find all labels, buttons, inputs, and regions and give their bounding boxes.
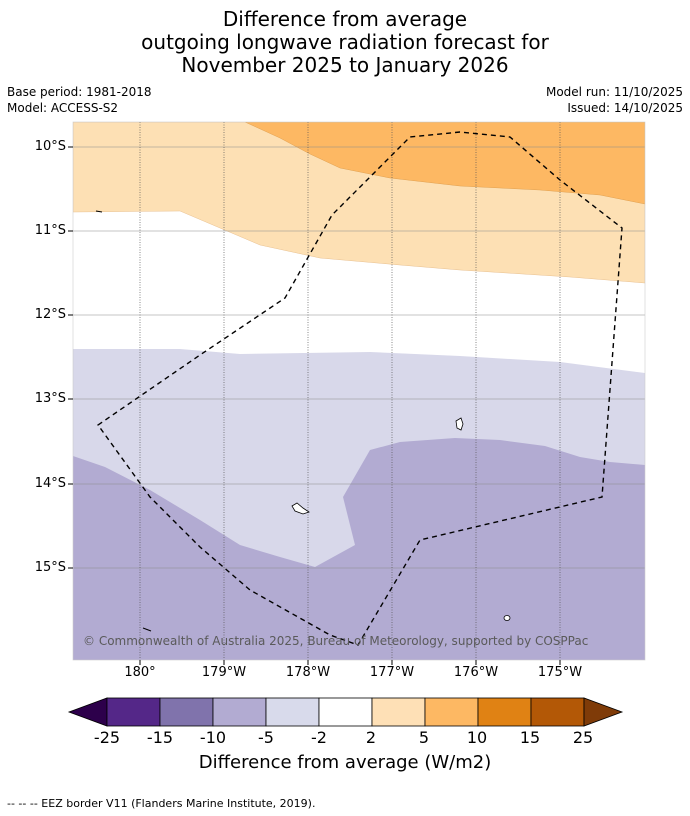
- colorbar-swatch-8: [477, 697, 532, 727]
- lon-label-175w: 175°W: [537, 665, 583, 680]
- island-wallis: [291, 502, 310, 515]
- lat-ticks: [68, 146, 73, 569]
- lon-label-180: 180°: [124, 665, 156, 680]
- meta-left: Base period: 1981-2018 Model: ACCESS-S2: [7, 84, 152, 116]
- cbar-tick-7: 10: [466, 728, 488, 747]
- title-line-1: Difference from average: [222, 7, 468, 31]
- colorbar-extend-high: [583, 697, 624, 727]
- cbar-tick-9: 25: [572, 728, 594, 747]
- chart-title: Difference from average outgoing longwav…: [0, 8, 690, 77]
- lat-gridlines: [73, 146, 645, 569]
- colorbar-swatch-4: [265, 697, 320, 727]
- meta-right: Model run: 11/10/2025 Issued: 14/10/2025: [546, 84, 683, 116]
- colorbar-swatch-2: [159, 697, 214, 727]
- cbar-tick-3: -5: [258, 728, 274, 747]
- island-futuna: [142, 627, 152, 632]
- cbar-tick-2: -10: [199, 728, 227, 747]
- colorbar-swatch-3: [212, 697, 267, 727]
- map: © Commonwealth of Australia 2025, Bureau…: [68, 121, 646, 665]
- lat-label-12s: 12°S: [34, 307, 66, 322]
- lon-label-177w: 177°W: [369, 665, 415, 680]
- colorbar-label: Difference from average (W/m2): [198, 752, 492, 773]
- title-line-3: November 2025 to January 2026: [181, 53, 509, 77]
- lat-label-13s: 13°S: [34, 391, 66, 406]
- lat-label-14s: 14°S: [34, 476, 66, 491]
- cbar-tick-4: -2: [311, 728, 327, 747]
- title-line-2: outgoing longwave radiation forecast for: [141, 30, 549, 54]
- cbar-tick-5: 2: [365, 728, 377, 747]
- copyright-text: © Commonwealth of Australia 2025, Bureau…: [83, 634, 588, 648]
- map-frame: [72, 121, 646, 661]
- colorbar-extend-low: [67, 697, 108, 727]
- cbar-tick-1: -15: [146, 728, 174, 747]
- colorbar-swatch-6: [371, 697, 426, 727]
- eez-border: [97, 131, 623, 646]
- colorbar-swatch-9: [530, 697, 585, 727]
- cbar-tick-8: 15: [519, 728, 541, 747]
- model-run: Model run: 11/10/2025: [545, 85, 683, 99]
- cbar-tick-0: -25: [93, 728, 121, 747]
- lon-ticks: [139, 660, 561, 665]
- coast-fragment: [95, 210, 103, 213]
- lon-label-179w: 179°W: [201, 665, 247, 680]
- base-period: Base period: 1981-2018: [7, 85, 152, 99]
- lon-label-178w: 178°W: [285, 665, 331, 680]
- colorbar-swatches: [67, 697, 624, 727]
- colorbar-swatch-1: [106, 697, 161, 727]
- map-field: © Commonwealth of Australia 2025, Bureau…: [73, 122, 645, 660]
- model-name: Model: ACCESS-S2: [7, 101, 119, 115]
- island-niuatoputapu: [455, 417, 464, 431]
- issued-date: Issued: 14/10/2025: [567, 101, 683, 115]
- lon-label-176w: 176°W: [453, 665, 499, 680]
- cbar-tick-6: 5: [418, 728, 430, 747]
- region-purple: [73, 438, 645, 660]
- lat-label-11s: 11°S: [34, 223, 66, 238]
- colorbar-swatch-5: [318, 697, 373, 727]
- lat-label-15s: 15°S: [34, 560, 66, 575]
- island-tafahi: [503, 615, 511, 621]
- region-orange: [244, 122, 645, 205]
- lat-label-10s: 10°S: [34, 139, 66, 154]
- eez-footnote: -- -- -- EEZ border V11 (Flanders Marine…: [7, 797, 316, 810]
- lon-gridlines: [139, 122, 561, 660]
- colorbar-swatch-7: [424, 697, 479, 727]
